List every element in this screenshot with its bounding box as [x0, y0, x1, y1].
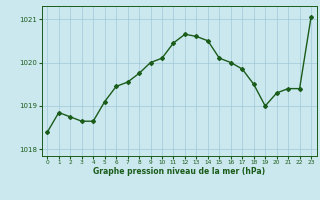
X-axis label: Graphe pression niveau de la mer (hPa): Graphe pression niveau de la mer (hPa): [93, 167, 265, 176]
